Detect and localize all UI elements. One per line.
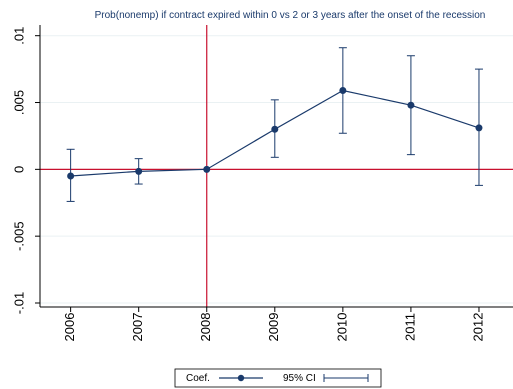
coefficient-points (67, 86, 483, 180)
legend-box (174, 368, 382, 388)
chart-title: Prob(nonemp) if contract expired within … (95, 10, 486, 21)
confidence-intervals (66, 47, 483, 202)
grid-lines (40, 35, 513, 304)
axes: -.01 -.005 0 .005 .01 2006 2007 2008 2009 2010 201… (11, 25, 513, 341)
reference-lines (40, 25, 513, 307)
legend: Coef. 95% CI (174, 368, 382, 388)
y-tick-label: -.01 (11, 292, 26, 314)
x-tick-label: 2007 (130, 313, 145, 342)
data-point (271, 125, 279, 133)
legend-label-coef: Coef. (186, 373, 210, 384)
y-tick-label: .01 (11, 27, 26, 45)
legend-label-ci: 95% CI (283, 373, 316, 384)
y-tick-label: 0 (11, 166, 26, 173)
legend-swatch-coef-marker (237, 374, 245, 382)
x-tick-label: 2010 (334, 313, 349, 342)
x-tick-label: 2012 (470, 313, 485, 342)
x-tick-label: 2006 (62, 313, 77, 342)
data-point (407, 101, 415, 109)
data-point (475, 124, 483, 132)
x-tick-label: 2011 (402, 313, 417, 341)
x-tick-label: 2009 (266, 313, 281, 342)
data-point (135, 167, 143, 175)
y-tick-label: .005 (11, 90, 26, 115)
y-tick-label: -.005 (11, 221, 26, 251)
x-tick-label: 2008 (198, 313, 213, 342)
data-point (67, 172, 75, 180)
data-point (203, 165, 211, 173)
data-point (339, 86, 347, 94)
